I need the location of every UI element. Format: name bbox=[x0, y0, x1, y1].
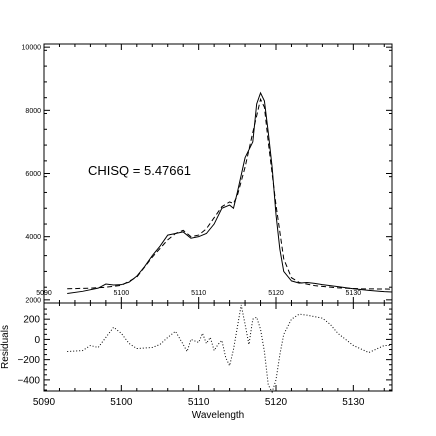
fit-y-tick-label: 6000 bbox=[25, 171, 41, 178]
fit-panel: 2000 4000 6000 8000 10000 5090 5100 5110 5120 513… bbox=[22, 43, 393, 304]
chisq-annotation: CHISQ = 5.47661 bbox=[88, 163, 191, 178]
residuals-x-tick-label: 5120 bbox=[265, 397, 288, 408]
fit-x-tick-label: 5090 bbox=[36, 290, 52, 297]
fit-y-tick-label: 10000 bbox=[22, 45, 42, 52]
residuals-y-tick-label: −200 bbox=[17, 355, 40, 366]
residuals-plot-frame bbox=[43, 302, 393, 392]
fit-y-tick-label: 8000 bbox=[25, 108, 41, 115]
x-axis-label: Wavelength bbox=[192, 410, 244, 421]
residuals-x-tick-label: 5090 bbox=[33, 397, 56, 408]
fit-x-tick-label: 5100 bbox=[114, 290, 130, 297]
fit-x-tick-label: 5130 bbox=[346, 290, 362, 297]
residuals-panel: 200 0 −200 −400 5090 5100 5110 5120 5130 Wavelen… bbox=[0, 302, 393, 421]
residuals-line bbox=[67, 304, 392, 394]
fit-x-tick-label: 5120 bbox=[268, 290, 284, 297]
residuals-axis-ticks: 200 0 −200 −400 5090 5100 5110 5120 5130 bbox=[17, 303, 392, 408]
residuals-x-tick-label: 5110 bbox=[188, 397, 210, 408]
residuals-y-tick-label: −400 bbox=[17, 375, 40, 386]
residuals-series-group bbox=[67, 304, 392, 394]
fit-series-group bbox=[67, 91, 393, 295]
fit-y-tick-label: 2000 bbox=[25, 297, 41, 304]
y-axis-label: Residuals bbox=[0, 325, 11, 369]
residuals-x-tick-label: 5100 bbox=[110, 397, 133, 408]
residuals-y-tick-label: 200 bbox=[23, 315, 40, 326]
fit-axis-ticks: 2000 4000 6000 8000 10000 5090 5100 5110 5120 513… bbox=[22, 44, 392, 304]
fit-y-tick-label: 4000 bbox=[25, 234, 41, 241]
residuals-y-tick-label: 0 bbox=[34, 335, 40, 346]
model-fit-line bbox=[67, 97, 393, 290]
fit-x-tick-label: 5110 bbox=[191, 290, 206, 297]
residuals-x-tick-label: 5130 bbox=[342, 397, 365, 408]
